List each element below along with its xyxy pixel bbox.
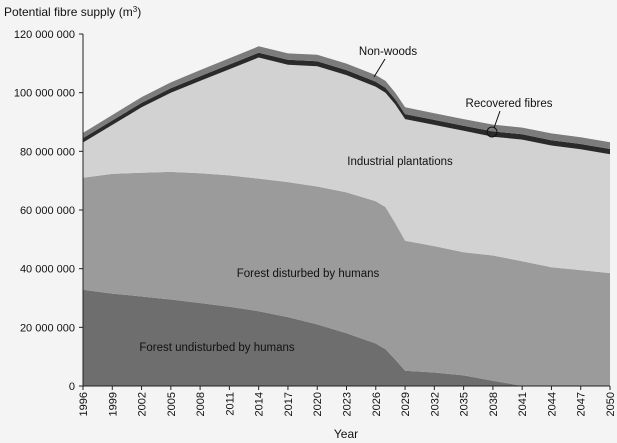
y-tick-label: 100 000 000 [14, 88, 75, 100]
x-tick-label: 2020 [312, 392, 324, 416]
area-forest-undisturbed-by-humans [83, 289, 610, 386]
x-tick-label: 2038 [488, 392, 500, 416]
y-axis: 0 20 000 000 40 000 000 60 000 000 80 000 00… [14, 29, 84, 393]
y-tick-label: 60 000 000 [20, 205, 75, 217]
stacked-areas [83, 46, 610, 386]
y-tick-label: 0 [69, 381, 75, 393]
x-tick-label: 2002 [137, 392, 149, 416]
non-woods-pointer [373, 58, 386, 78]
label-forest-undisturbed-by-humans: Forest undisturbed by humans [139, 342, 295, 354]
x-tick-label: 1996 [78, 392, 90, 416]
x-tick-label: 2017 [283, 392, 295, 416]
recovered-fibres-pointer [493, 110, 501, 129]
area-labels: Non-woods Recovered fibres Industrial plan… [139, 46, 552, 354]
x-tick-label: 2032 [429, 392, 441, 416]
x-tick-label: 2035 [459, 392, 471, 416]
y-tick-label: 40 000 000 [20, 264, 75, 276]
area-non-woods [83, 46, 610, 149]
x-tick-label: 2050 [605, 392, 617, 416]
x-tick-label: 2008 [195, 392, 207, 416]
recovered-fibres-marker [486, 126, 498, 138]
x-axis: 1996 1999 2002 2005 2008 2011 2014 2017 2020 2023… [78, 385, 617, 416]
x-tick-label: 2041 [517, 392, 529, 416]
x-tick-label: 2044 [546, 392, 558, 416]
x-tick-label: 1999 [107, 392, 119, 416]
x-tick-label: 2026 [371, 392, 383, 416]
y-axis-title: Potential fibre supply (m3) [4, 5, 141, 19]
y-tick-label: 120 000 000 [14, 29, 75, 41]
area-industrial-plantations [83, 57, 610, 274]
x-tick-label: 2047 [576, 392, 588, 416]
y-tick-label: 80 000 000 [20, 146, 75, 158]
x-tick-label: 2011 [224, 392, 236, 416]
area-recovered-fibres [83, 52, 610, 155]
x-axis-title: Year [334, 427, 358, 441]
label-recovered-fibres: Recovered fibres [466, 98, 553, 110]
x-tick-label: 2014 [254, 392, 266, 416]
x-tick-label: 2029 [400, 392, 412, 416]
x-tick-label: 2023 [342, 392, 354, 416]
label-forest-disturbed-by-humans: Forest disturbed by humans [237, 268, 380, 280]
area-forest-disturbed-by-humans [83, 171, 610, 386]
label-non-woods: Non-woods [359, 46, 417, 58]
y-tick-label: 20 000 000 [20, 322, 75, 334]
label-industrial-plantations: Industrial plantations [347, 156, 453, 168]
x-tick-label: 2005 [166, 392, 178, 416]
